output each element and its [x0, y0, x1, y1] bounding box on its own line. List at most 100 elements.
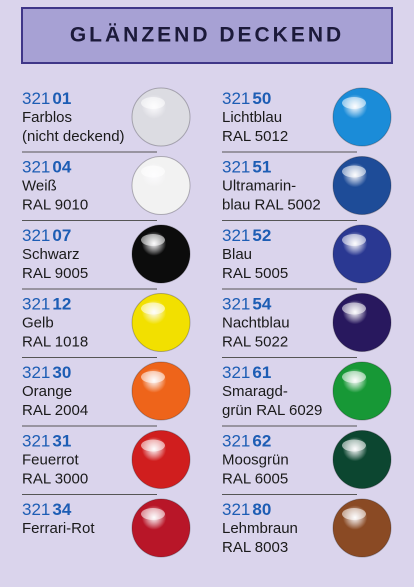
code-prefix: 321 — [22, 363, 50, 382]
swatch-shine — [141, 439, 165, 452]
code-suffix: 50 — [252, 89, 271, 108]
code-suffix: 31 — [52, 432, 71, 451]
swatch-shine — [342, 302, 366, 315]
code-prefix: 321 — [22, 89, 50, 108]
code-prefix: 321 — [222, 432, 250, 451]
color-swatch — [332, 224, 392, 284]
item-description: Schwarz — [22, 246, 80, 263]
code-suffix: 34 — [52, 500, 71, 519]
code-prefix: 321 — [22, 226, 50, 245]
item-description: RAL 9005 — [22, 265, 88, 282]
item-code: 321 51 — [222, 158, 271, 177]
item-description: RAL 5012 — [222, 128, 288, 145]
item-code: 321 61 — [222, 363, 271, 382]
item-code: 321 34 — [22, 500, 72, 519]
swatch-shine — [342, 371, 366, 383]
code-suffix: 01 — [52, 89, 71, 108]
color-swatch — [131, 293, 191, 352]
color-swatch — [131, 498, 191, 558]
item-description: Lichtblau — [222, 109, 282, 126]
color-swatch — [131, 361, 191, 421]
item-code: 321 07 — [22, 226, 71, 245]
item-code: 321 50 — [222, 89, 271, 108]
item-code: 321 04 — [22, 158, 72, 177]
code-suffix: 30 — [52, 363, 71, 382]
code-prefix: 321 — [22, 432, 50, 451]
item-description: RAL 1018 — [22, 333, 88, 350]
code-suffix: 07 — [52, 226, 71, 245]
code-prefix: 321 — [222, 158, 250, 177]
item-description: Gelb — [22, 314, 54, 331]
item-description: RAL 6005 — [222, 470, 288, 487]
item-code: 321 31 — [22, 432, 71, 451]
item-description: Smaragd- — [222, 383, 288, 400]
color-swatch — [131, 430, 191, 489]
swatch-shine — [141, 97, 165, 109]
header-title: GLÄNZEND DECKEND — [70, 24, 344, 47]
swatch-shine — [141, 371, 165, 383]
item-description: Feuerrot — [22, 451, 80, 468]
item-description: Blau — [222, 246, 252, 263]
color-swatch — [332, 361, 392, 421]
item-description: blau RAL 5002 — [222, 196, 321, 213]
code-prefix: 321 — [22, 500, 50, 519]
color-swatch — [131, 87, 191, 147]
color-swatch — [131, 224, 191, 284]
item-description: (nicht deckend) — [22, 128, 125, 145]
item-code: 321 12 — [22, 295, 71, 314]
swatch-shine — [342, 165, 366, 178]
swatch-shine — [342, 439, 366, 452]
item-description: RAL 8003 — [222, 539, 288, 556]
color-swatch — [332, 293, 392, 352]
color-swatch — [332, 498, 392, 558]
code-suffix: 51 — [252, 158, 271, 177]
swatch-shine — [141, 234, 165, 246]
swatch-shine — [342, 234, 366, 246]
color-swatch — [332, 430, 392, 489]
swatch-shine — [141, 302, 165, 315]
code-prefix: 321 — [222, 363, 250, 382]
color-swatch — [332, 156, 392, 215]
code-suffix: 62 — [252, 432, 271, 451]
code-suffix: 61 — [252, 363, 271, 382]
item-description: grün RAL 6029 — [222, 402, 322, 419]
code-prefix: 321 — [222, 500, 250, 519]
item-code: 321 80 — [222, 500, 271, 519]
code-suffix: 54 — [252, 295, 271, 314]
color-swatch — [131, 156, 191, 215]
swatch-shine — [141, 508, 165, 520]
item-code: 321 54 — [222, 295, 272, 314]
item-description: Orange — [22, 383, 72, 400]
item-description: Ultramarin- — [222, 177, 296, 194]
item-description: Moosgrün — [222, 451, 289, 468]
item-code: 321 52 — [222, 226, 271, 245]
code-prefix: 321 — [22, 158, 50, 177]
item-description: RAL 2004 — [22, 402, 88, 419]
item-description: Lehmbraun — [222, 520, 298, 537]
color-swatch — [332, 87, 392, 147]
item-description: RAL 9010 — [22, 196, 88, 213]
header-box — [21, 7, 393, 64]
item-description: Farblos — [22, 109, 72, 126]
code-suffix: 80 — [252, 500, 271, 519]
code-prefix: 321 — [222, 89, 250, 108]
code-suffix: 12 — [52, 295, 71, 314]
code-prefix: 321 — [222, 295, 250, 314]
code-suffix: 04 — [52, 158, 71, 177]
item-code: 321 30 — [22, 363, 71, 382]
swatch-shine — [342, 508, 366, 520]
item-description: RAL 3000 — [22, 470, 88, 487]
swatch-shine — [342, 97, 366, 109]
swatch-shine — [141, 165, 165, 178]
item-description: RAL 5022 — [222, 333, 288, 350]
item-code: 321 62 — [222, 432, 271, 451]
code-suffix: 52 — [252, 226, 271, 245]
code-prefix: 321 — [22, 295, 50, 314]
item-description: Nachtblau — [222, 314, 290, 331]
item-code: 321 01 — [22, 89, 71, 108]
code-prefix: 321 — [222, 226, 250, 245]
item-description: Ferrari-Rot — [22, 520, 95, 537]
item-description: RAL 5005 — [222, 265, 288, 282]
